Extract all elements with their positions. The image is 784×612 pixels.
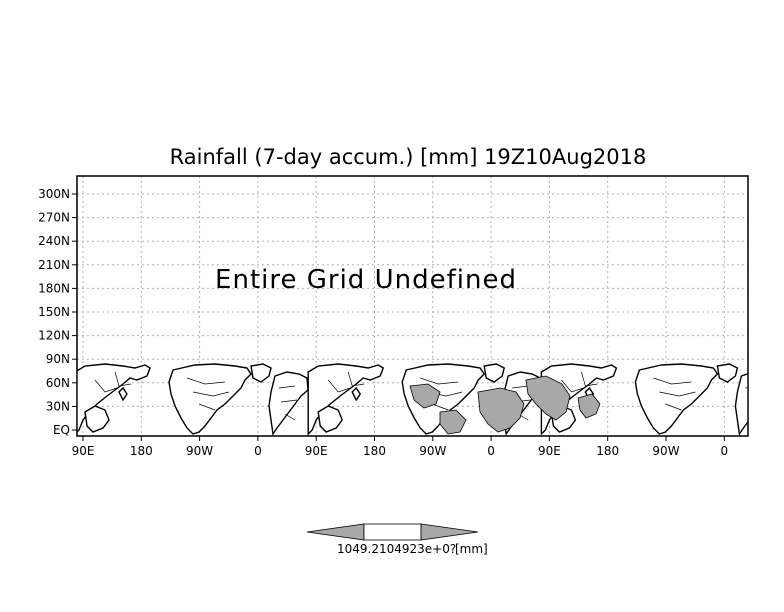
colorbar-unit: [mm] bbox=[455, 542, 488, 556]
colorbar-center-box bbox=[363, 523, 422, 541]
x-tick-label: 90E bbox=[72, 444, 95, 458]
y-axis-labels: 300N 270N 240N 210N 180N 150N 120N 90N 60N 30N EQ bbox=[38, 187, 77, 437]
coastline bbox=[634, 363, 719, 435]
y-tick-label: 210N bbox=[38, 258, 70, 272]
x-tick-label: 0 bbox=[720, 444, 728, 458]
colorbar-right-triangle bbox=[420, 523, 479, 541]
rainfall-shaded-area bbox=[477, 387, 525, 433]
colorbar: 1049.2104923e+0? [mm] bbox=[306, 523, 488, 556]
x-axis-labels: 90E 180 90W 0 90E 180 90W 0 90E 180 90W 0 bbox=[72, 436, 728, 458]
x-tick-label: 90E bbox=[538, 444, 561, 458]
undefined-grid-message: Entire Grid Undefined bbox=[215, 265, 517, 295]
coastline bbox=[307, 363, 385, 436]
x-tick-label: 90W bbox=[652, 444, 679, 458]
coastline bbox=[77, 363, 151, 433]
rainfall-shaded-area bbox=[577, 393, 601, 419]
x-tick-label: 0 bbox=[487, 444, 495, 458]
coastline bbox=[84, 405, 110, 433]
map-title: Rainfall (7-day accum.) [mm] 19Z10Aug201… bbox=[170, 145, 647, 169]
coastline bbox=[317, 405, 343, 433]
coastline bbox=[18, 364, 38, 382]
coastline bbox=[0, 364, 18, 434]
plot-area: Entire Grid Undefined bbox=[0, 175, 784, 437]
x-tick-label: 90E bbox=[305, 444, 328, 458]
plot-border bbox=[76, 175, 749, 437]
y-tick-label: 120N bbox=[38, 329, 70, 343]
colorbar-tick-labels: 1049.2104923e+0? bbox=[337, 542, 456, 556]
coastline bbox=[775, 364, 784, 434]
y-tick-label: 60N bbox=[46, 376, 70, 390]
x-tick-label: 90W bbox=[186, 444, 213, 458]
coastline bbox=[118, 386, 128, 402]
y-tick-label: 150N bbox=[38, 305, 70, 319]
world-tile bbox=[77, 363, 309, 436]
y-tick-label: 240N bbox=[38, 234, 70, 248]
x-tick-label: 180 bbox=[596, 444, 619, 458]
x-tick-label: 180 bbox=[363, 444, 386, 458]
x-tick-label: 0 bbox=[254, 444, 262, 458]
coastline bbox=[540, 363, 618, 436]
land-masses bbox=[0, 363, 784, 436]
y-tick-label: EQ bbox=[53, 423, 70, 437]
coastline bbox=[483, 363, 506, 383]
y-tick-label: 90N bbox=[46, 352, 70, 366]
country-borders bbox=[561, 371, 748, 411]
coastline bbox=[401, 363, 486, 435]
coastline bbox=[351, 386, 362, 402]
rainfall-shaded-area bbox=[439, 409, 467, 435]
coastline bbox=[734, 373, 748, 436]
country-borders bbox=[94, 371, 298, 421]
colorbar-left-triangle bbox=[306, 523, 365, 541]
rainfall-shading bbox=[409, 375, 601, 435]
coastline bbox=[268, 371, 309, 436]
y-tick-label: 30N bbox=[46, 399, 70, 413]
y-tick-label: 180N bbox=[38, 281, 70, 295]
y-tick-label: 300N bbox=[38, 187, 70, 201]
y-tick-label: 270N bbox=[38, 211, 70, 225]
world-tile bbox=[775, 364, 784, 434]
rainfall-shaded-area bbox=[409, 383, 441, 409]
coastline bbox=[250, 363, 272, 383]
coastline bbox=[168, 363, 252, 435]
rainfall-shaded-area bbox=[525, 375, 571, 421]
x-tick-label: 180 bbox=[130, 444, 153, 458]
coastline bbox=[716, 363, 739, 383]
x-tick-label: 90W bbox=[419, 444, 446, 458]
